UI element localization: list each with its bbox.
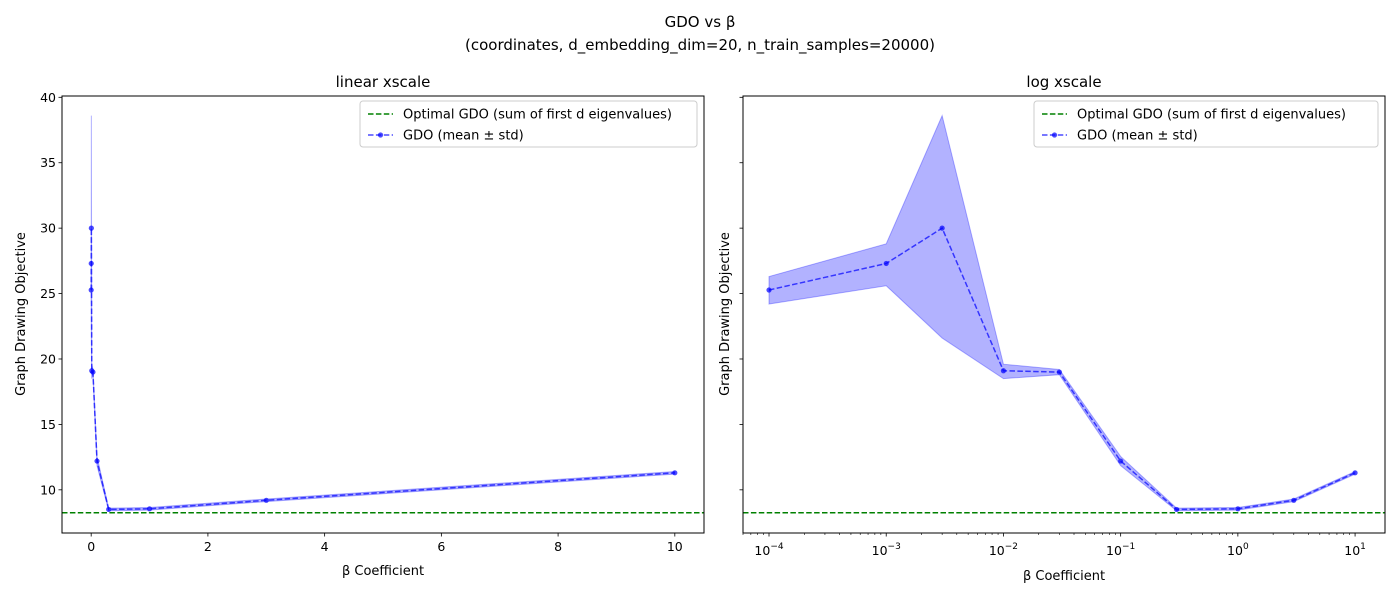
x-tick-label: 10 <box>667 539 683 554</box>
gdo-mean-line <box>768 227 1356 511</box>
axes-title: linear xscale <box>336 73 431 91</box>
y-tick-label: 15 <box>40 417 56 432</box>
plot-area <box>62 115 704 514</box>
x-axis-label: β Coefficient <box>1023 569 1105 584</box>
axes-frame <box>61 95 705 534</box>
x-tick-label: 4 <box>321 539 329 554</box>
legend-label: GDO (mean ± std) <box>1077 129 1198 144</box>
data-point <box>1235 506 1241 512</box>
tick-exponent: 0 <box>1243 542 1249 552</box>
std-band <box>768 114 1356 512</box>
tick-base: 10 <box>989 543 1005 558</box>
x-tick-label: 0 <box>87 539 95 554</box>
data-point <box>766 287 772 293</box>
x-tick-label: 10−1 <box>1106 542 1135 558</box>
tick-base: 10 <box>872 543 888 558</box>
legend-frame <box>1033 100 1379 148</box>
data-point <box>1056 369 1062 375</box>
data-point <box>146 506 153 512</box>
x-tick-label: 6 <box>437 539 445 554</box>
y-tick-label: 30 <box>40 221 56 236</box>
x-tick-label: 10−3 <box>872 542 901 558</box>
data-point <box>1173 506 1180 513</box>
y-axis-label: Graph Drawing Objective <box>718 232 733 396</box>
x-tick-label: 8 <box>554 539 562 554</box>
legend-item: GDO (mean ± std) <box>1042 129 1198 144</box>
data-point <box>88 260 94 267</box>
x-tick-label: 100 <box>1227 542 1249 558</box>
x-tick-label: 10−4 <box>754 542 783 558</box>
y-tick-label: 35 <box>40 155 56 170</box>
tick-exponent: −2 <box>1005 542 1018 552</box>
legend-item: GDO (mean ± std) <box>368 129 524 144</box>
data-point <box>1000 368 1007 374</box>
legend-label: Optimal GDO (sum of first d eigenvalues) <box>403 108 672 123</box>
data-point <box>1352 470 1358 476</box>
data-point <box>1291 497 1297 503</box>
plot-area <box>743 114 1385 514</box>
x-tick-label: 2 <box>204 539 212 554</box>
y-tick-label: 20 <box>40 351 56 366</box>
legend-frame <box>359 100 698 148</box>
x-tick-label: 10−2 <box>989 542 1018 558</box>
data-point <box>1118 458 1124 464</box>
tick-exponent: −1 <box>1122 542 1135 552</box>
axes-frame <box>742 95 1386 534</box>
legend-label: GDO (mean ± std) <box>403 129 524 144</box>
legend-item: Optimal GDO (sum of first d eigenvalues) <box>368 108 672 123</box>
legend: Optimal GDO (sum of first d eigenvalues)… <box>1033 100 1379 148</box>
x-tick-label: 101 <box>1344 542 1366 558</box>
axes-title: log xscale <box>1026 73 1101 91</box>
data-point <box>88 225 94 231</box>
tick-exponent: 1 <box>1360 542 1366 552</box>
tick-exponent: −4 <box>770 542 784 552</box>
gdo-mean-line <box>90 228 675 511</box>
y-tick-label: 40 <box>40 90 56 105</box>
figure-subtitle: (coordinates, d_embedding_dim=20, n_trai… <box>465 36 935 55</box>
y-tick-label: 10 <box>40 482 56 497</box>
std-band <box>90 115 676 512</box>
legend-item: Optimal GDO (sum of first d eigenvalues) <box>1042 108 1346 123</box>
data-point <box>883 260 889 267</box>
data-point <box>263 497 269 503</box>
tick-base: 10 <box>1106 543 1122 558</box>
data-point <box>672 470 678 476</box>
y-tick-label: 25 <box>40 286 56 301</box>
legend-label: Optimal GDO (sum of first d eigenvalues) <box>1077 108 1346 123</box>
tick-base: 10 <box>1344 543 1360 558</box>
y-axis-label: Graph Drawing Objective <box>14 232 29 396</box>
panel-linear-xscale: linear xscale β Coefficient Graph Drawin… <box>14 73 705 579</box>
legend-swatch-marker <box>1051 132 1058 138</box>
tick-base: 10 <box>1227 543 1243 558</box>
tick-base: 10 <box>754 543 770 558</box>
legend: Optimal GDO (sum of first d eigenvalues)… <box>359 100 698 148</box>
data-point <box>90 369 96 375</box>
panel-log-xscale: log xscale β Coefficient Graph Drawing O… <box>718 73 1386 584</box>
data-point <box>939 225 945 231</box>
figure-title: GDO vs β <box>665 13 736 31</box>
x-axis-label: β Coefficient <box>342 564 424 579</box>
legend-swatch-marker <box>377 132 384 138</box>
data-point <box>88 287 94 293</box>
data-point <box>106 506 112 513</box>
tick-exponent: −3 <box>888 542 901 552</box>
data-point <box>94 458 100 464</box>
